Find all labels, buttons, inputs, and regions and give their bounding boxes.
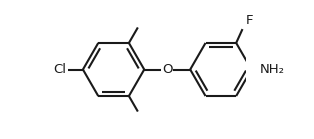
- Text: NH₂: NH₂: [260, 63, 285, 76]
- Text: Cl: Cl: [53, 63, 66, 76]
- Text: O: O: [162, 63, 172, 76]
- Text: F: F: [246, 14, 253, 27]
